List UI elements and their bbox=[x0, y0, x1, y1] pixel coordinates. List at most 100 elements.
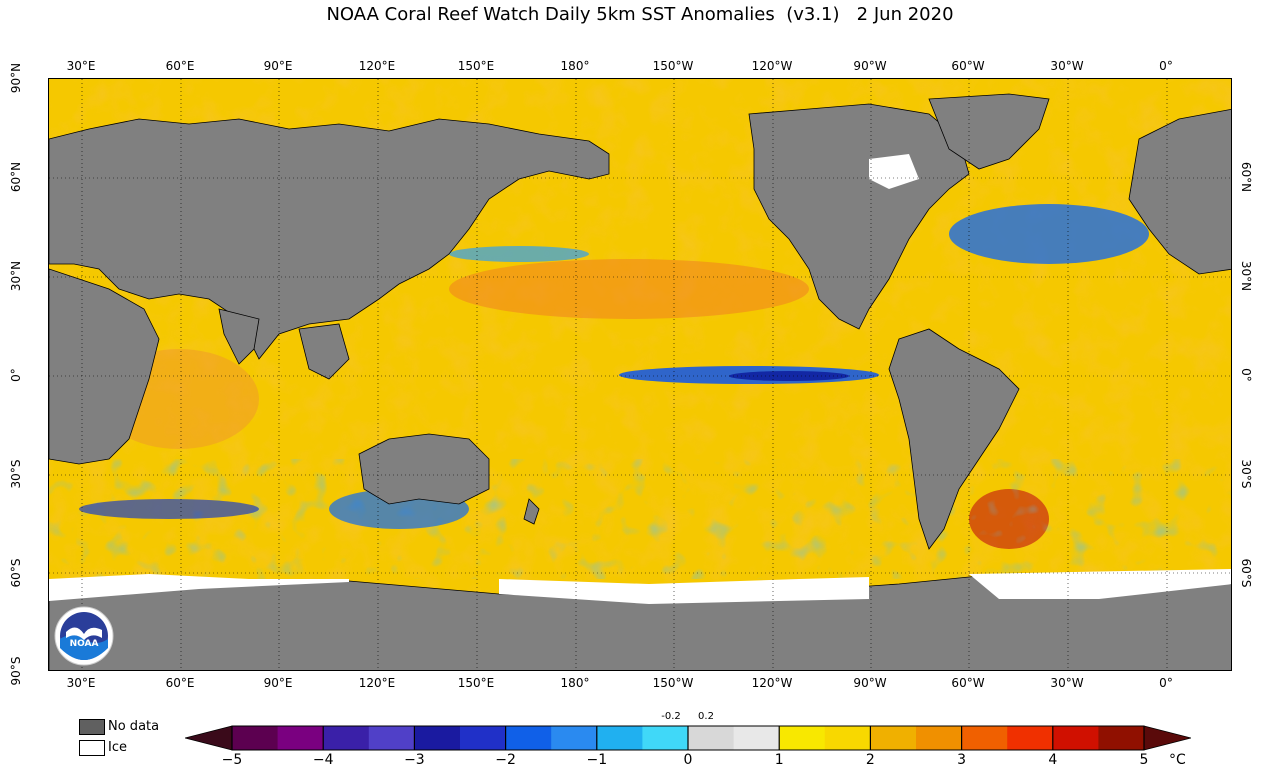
colorbar-svg bbox=[184, 725, 1192, 751]
lat-label-right: 60°S bbox=[1239, 558, 1253, 588]
lon-label-bottom: 90°W bbox=[853, 676, 887, 690]
colorbar-segment bbox=[323, 726, 370, 750]
colorbar-small-tick-label: -0.2 bbox=[661, 711, 681, 722]
lon-label-top: 120°W bbox=[751, 59, 793, 73]
land-masses bbox=[49, 93, 1231, 670]
lon-label-top: 0° bbox=[1159, 59, 1173, 73]
ice-label: Ice bbox=[108, 740, 127, 755]
colorbar-segment bbox=[961, 726, 1008, 750]
ocean-cool-texture bbox=[49, 459, 1231, 579]
lon-label-bottom: 180° bbox=[560, 676, 590, 690]
lon-label-top: 60°W bbox=[951, 59, 985, 73]
cool-anomaly-north-atlantic bbox=[949, 204, 1149, 264]
colorbar-segment bbox=[460, 726, 507, 750]
colorbar-segment bbox=[232, 726, 279, 750]
colorbar-tick-label: 5 bbox=[1139, 752, 1149, 768]
noaa-logo: NOAA bbox=[54, 606, 114, 666]
colorbar-high-extend bbox=[1143, 725, 1192, 751]
colorbar-segment bbox=[642, 726, 689, 750]
colorbar-tick-label: −4 bbox=[312, 752, 334, 768]
sst-anomaly-map bbox=[48, 78, 1232, 671]
colorbar-tick-label: −5 bbox=[221, 752, 243, 768]
ice-hudson-bay bbox=[869, 154, 919, 189]
colorbar-tick-label: −3 bbox=[404, 752, 425, 768]
colorbar bbox=[184, 725, 1192, 751]
lon-label-top: 180° bbox=[560, 59, 590, 73]
colorbar-segment bbox=[551, 726, 598, 750]
lat-label-left: 0° bbox=[9, 368, 23, 382]
lat-label-left: 30°S bbox=[9, 459, 23, 489]
colorbar-tick-label: −2 bbox=[495, 752, 516, 768]
colorbar-segment bbox=[779, 726, 826, 750]
gridlines bbox=[49, 79, 1231, 670]
lon-label-top: 30°E bbox=[66, 59, 96, 73]
colorbar-tick-label: 1 bbox=[774, 752, 784, 768]
lon-label-bottom: 120°E bbox=[358, 676, 396, 690]
colorbar-tick-label: −1 bbox=[586, 752, 608, 768]
land-greenland bbox=[928, 93, 1050, 170]
noaa-logo-svg: NOAA bbox=[54, 606, 114, 666]
lat-label-left: 90°S bbox=[9, 656, 23, 686]
land-africa bbox=[49, 268, 160, 465]
cool-anomaly-south-indian bbox=[79, 499, 259, 519]
ice-antarctic-pacific bbox=[499, 577, 869, 604]
lat-label-left: 60°S bbox=[9, 558, 23, 588]
land-europe-west bbox=[1128, 108, 1231, 275]
lon-label-bottom: 150°E bbox=[457, 676, 495, 690]
lon-label-top: 150°E bbox=[457, 59, 495, 73]
land-australia bbox=[358, 433, 490, 505]
colorbar-segment bbox=[596, 726, 643, 750]
lon-label-top: 150°W bbox=[652, 59, 694, 73]
land-eurasia bbox=[49, 118, 610, 360]
land-north-america bbox=[748, 103, 970, 330]
lon-label-bottom: 90°E bbox=[263, 676, 293, 690]
lat-label-left: 60°N bbox=[9, 161, 23, 193]
cool-anomaly-np-band bbox=[449, 246, 589, 262]
noaa-logo-text: NOAA bbox=[70, 639, 99, 649]
colorbar-low-extend bbox=[184, 725, 233, 751]
lon-label-top: 120°E bbox=[358, 59, 396, 73]
land-se-asia bbox=[298, 323, 350, 380]
lon-label-top: 60°E bbox=[165, 59, 195, 73]
colorbar-segment bbox=[916, 726, 963, 750]
colorbar-tick-label: 4 bbox=[1048, 752, 1058, 768]
colorbar-tick-label: 0 bbox=[683, 752, 693, 768]
colorbar-segment bbox=[505, 726, 552, 750]
lon-label-bottom: 30°W bbox=[1050, 676, 1084, 690]
lat-label-left: 30°N bbox=[9, 260, 23, 292]
lon-label-bottom: 60°W bbox=[951, 676, 985, 690]
colorbar-small-tick-label: 0.2 bbox=[698, 711, 714, 722]
land-india bbox=[218, 308, 260, 365]
lat-label-right: 60°N bbox=[1239, 161, 1253, 193]
lon-label-top: 90°E bbox=[263, 59, 293, 73]
colorbar-segment bbox=[368, 726, 415, 750]
warm-anomaly-npacific bbox=[449, 259, 809, 319]
colorbar-segment bbox=[688, 726, 735, 750]
ice-swatch bbox=[79, 740, 105, 756]
colorbar-segment bbox=[414, 726, 461, 750]
ice-antarctic-atlantic bbox=[969, 569, 1231, 599]
lat-label-left: 90°N bbox=[9, 62, 23, 94]
lat-label-right: 30°S bbox=[1239, 459, 1253, 489]
lat-label-right: 30°N bbox=[1239, 260, 1253, 292]
colorbar-segment bbox=[1052, 726, 1099, 750]
colorbar-tick-label: 2 bbox=[865, 752, 875, 768]
colorbar-tick-label: 3 bbox=[957, 752, 967, 768]
map-svg bbox=[49, 79, 1231, 670]
no-data-swatch bbox=[79, 719, 105, 735]
ice-regions bbox=[49, 154, 1231, 604]
no-data-label: No data bbox=[108, 719, 160, 734]
lon-label-bottom: 30°E bbox=[66, 676, 96, 690]
lon-label-bottom: 60°E bbox=[165, 676, 195, 690]
colorbar-segment bbox=[1007, 726, 1054, 750]
colorbar-segment bbox=[870, 726, 917, 750]
map-title: NOAA Coral Reef Watch Daily 5km SST Anom… bbox=[326, 4, 954, 25]
lat-label-right: 0° bbox=[1239, 368, 1253, 382]
lon-label-bottom: 120°W bbox=[751, 676, 793, 690]
land-new-zealand bbox=[523, 498, 540, 525]
lon-label-top: 30°W bbox=[1050, 59, 1084, 73]
colorbar-segment bbox=[1098, 726, 1145, 750]
lon-label-top: 90°W bbox=[853, 59, 887, 73]
colorbar-segment bbox=[824, 726, 871, 750]
ice-antarctic-indian bbox=[49, 574, 349, 601]
